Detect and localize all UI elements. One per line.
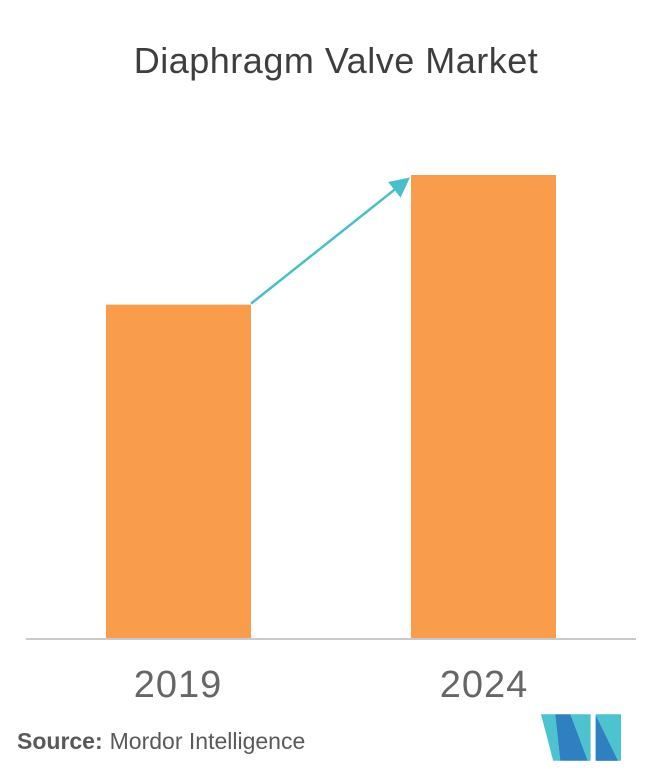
logo-left-blue-band — [555, 714, 589, 761]
chart-title: Diaphragm Valve Market — [133, 40, 539, 81]
growth-arrow — [250, 177, 410, 305]
mordor-intelligence-logo — [541, 714, 621, 761]
logo-right-blue-triangle — [595, 715, 618, 761]
source-prefix: Source: — [17, 728, 103, 754]
x-axis-label-2024: 2024 — [439, 664, 529, 706]
bar-2019 — [106, 304, 251, 638]
logo-left-teal-stripe — [541, 714, 561, 761]
source-line: Source: Mordor Intelligence — [17, 728, 305, 755]
bar-2024 — [411, 175, 556, 638]
x-axis-label-2019: 2019 — [133, 664, 223, 706]
source-text: Mordor Intelligence — [109, 728, 306, 754]
logo-middle-teal-shape — [570, 714, 591, 761]
